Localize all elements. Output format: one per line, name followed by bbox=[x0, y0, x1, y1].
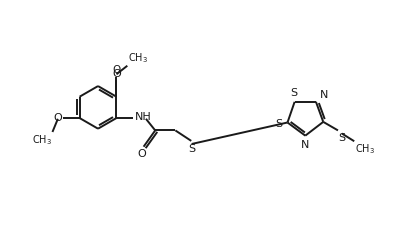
Text: O: O bbox=[112, 65, 121, 75]
Text: O: O bbox=[112, 69, 121, 79]
Text: S: S bbox=[339, 133, 346, 143]
Text: N: N bbox=[301, 140, 309, 150]
Text: CH$_3$: CH$_3$ bbox=[128, 51, 148, 65]
Text: N: N bbox=[320, 90, 328, 100]
Text: CH$_3$: CH$_3$ bbox=[355, 142, 375, 156]
Text: S: S bbox=[188, 144, 195, 154]
Text: O: O bbox=[138, 149, 147, 159]
Text: S: S bbox=[276, 119, 283, 129]
Text: NH: NH bbox=[135, 112, 152, 122]
Text: CH$_3$: CH$_3$ bbox=[32, 133, 52, 147]
Text: S: S bbox=[290, 88, 297, 98]
Text: O: O bbox=[53, 113, 62, 123]
